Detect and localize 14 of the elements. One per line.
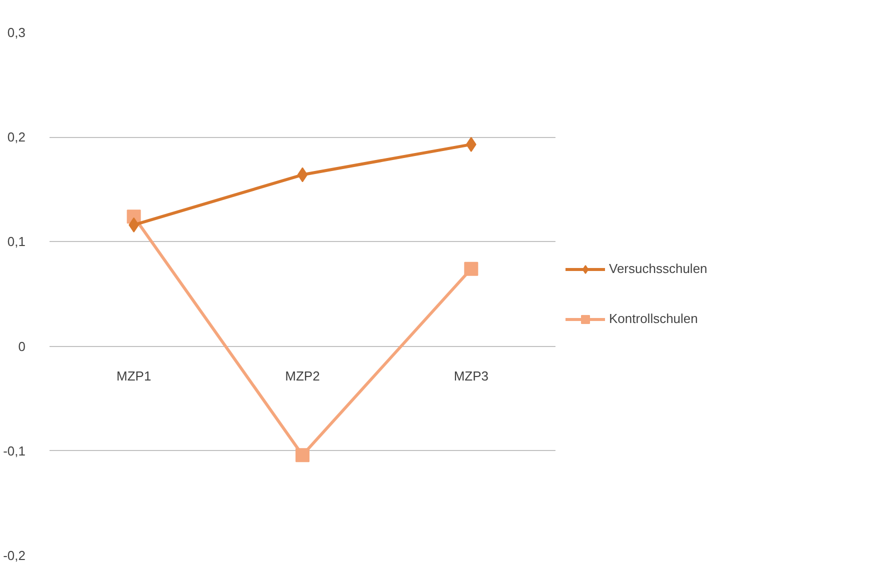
x-tick-label: MZP3 <box>454 368 489 384</box>
legend-label: Versuchsschulen <box>609 261 708 276</box>
y-tick-label: 0,2 <box>7 130 26 145</box>
y-tick-label: -0,2 <box>3 548 26 563</box>
x-tick-label: MZP2 <box>285 368 320 384</box>
y-tick-label: -0,1 <box>3 443 26 458</box>
x-tick-label: MZP1 <box>116 368 152 384</box>
point <box>464 262 478 276</box>
point <box>297 167 308 182</box>
legend-label: Kontrollschulen <box>609 311 698 326</box>
y-tick-label: 0,1 <box>7 234 26 250</box>
point <box>296 448 310 462</box>
y-tick-label: 0 <box>18 338 26 354</box>
y-tick-label: 0,3 <box>7 25 26 40</box>
